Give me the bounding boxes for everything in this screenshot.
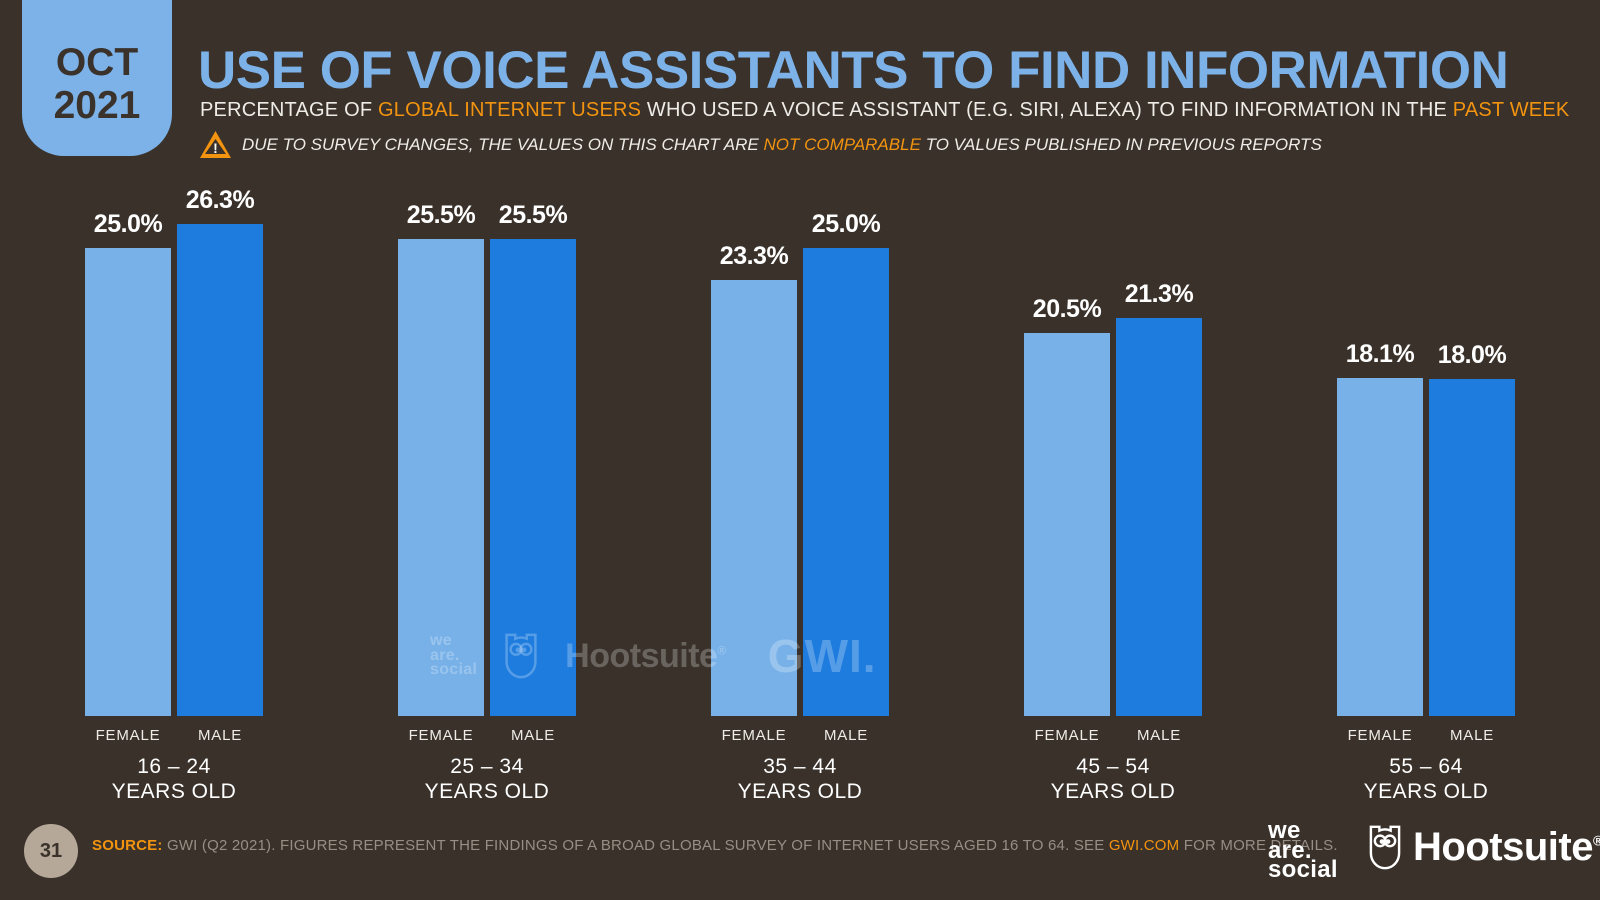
bar-value-label: 25.5% [406, 201, 476, 229]
series-label-male: MALE [510, 727, 556, 744]
series-label-female: FEMALE [95, 727, 161, 744]
series-label-male: MALE [197, 727, 243, 744]
warning-text: DUE TO SURVEY CHANGES, THE VALUES ON THI… [242, 134, 1322, 154]
series-label-female: FEMALE [721, 727, 787, 744]
source-note: SOURCE: GWI (Q2 2021). FIGURES REPRESENT… [92, 837, 1338, 854]
bar-value-label: 18.1% [1345, 340, 1415, 368]
subtitle-text: PERCENTAGE OF [200, 99, 379, 121]
bar-male-45–54 [1116, 318, 1202, 716]
badge-year: 2021 [53, 84, 141, 127]
page-title: USE OF VOICE ASSISTANTS TO FIND INFORMAT… [198, 41, 1509, 100]
bar-group-5: 18.1% FEMALE 18.0% MALE 55 – 64 YEARS OLD [1337, 340, 1515, 803]
bar-group-4: 20.5% FEMALE 21.3% MALE 45 – 54 YEARS OLD [1024, 280, 1202, 803]
bar-group-1: 25.0% FEMALE 26.3% MALE 16 – 24 YEARS OLD [85, 186, 263, 803]
bar-value-label: 25.0% [811, 210, 881, 238]
bar-value-label: 26.3% [185, 186, 255, 214]
bar-male-35–44 [803, 248, 889, 716]
subtitle-highlight: GLOBAL INTERNET USERS [378, 99, 642, 121]
date-badge: OCT 2021 [22, 0, 172, 156]
bar-female-16–24 [85, 248, 171, 716]
we-are-social-logo: we are. social [1268, 817, 1338, 883]
bar-group-3: 23.3% FEMALE 25.0% MALE 35 – 44 YEARS OLD [711, 210, 889, 803]
hootsuite-owl-icon [1369, 825, 1401, 870]
series-label-male: MALE [1449, 727, 1495, 744]
series-label-female: FEMALE [408, 727, 474, 744]
warning-note: ! DUE TO SURVEY CHANGES, THE VALUES ON T… [200, 131, 1322, 158]
bar-column-male: 25.5% MALE [490, 201, 576, 744]
bar-female-55–64 [1337, 378, 1423, 716]
hootsuite-logo: Hootsuite® [1366, 824, 1600, 871]
bar-column-female: 25.5% FEMALE [398, 201, 484, 744]
bar-column-male: 26.3% MALE [177, 186, 263, 744]
bar-value-label: 20.5% [1032, 295, 1102, 323]
bar-column-female: 23.3% FEMALE [711, 242, 797, 744]
subtitle-text: WHO USED A VOICE ASSISTANT (E.G. SIRI, A… [641, 99, 1453, 121]
bar-column-female: 18.1% FEMALE [1337, 340, 1423, 744]
bar-value-label: 21.3% [1124, 280, 1194, 308]
series-label-male: MALE [823, 727, 869, 744]
source-link: GWI.COM [1108, 837, 1180, 854]
subtitle-highlight: PAST WEEK [1452, 99, 1570, 121]
bar-value-label: 23.3% [719, 242, 789, 270]
bar-male-25–34 [490, 239, 576, 716]
bar-column-male: 21.3% MALE [1116, 280, 1202, 744]
series-label-female: FEMALE [1347, 727, 1413, 744]
warning-exclamation: ! [213, 140, 218, 156]
page-number-badge: 31 [24, 824, 78, 878]
bar-group-2: 25.5% FEMALE 25.5% MALE 25 – 34 YEARS OLD [398, 201, 576, 803]
bar-column-female: 25.0% FEMALE [85, 210, 171, 744]
series-label-female: FEMALE [1034, 727, 1100, 744]
page-subtitle: PERCENTAGE OF GLOBAL INTERNET USERS WHO … [200, 99, 1569, 122]
bar-male-16–24 [177, 224, 263, 716]
bar-column-female: 20.5% FEMALE [1024, 295, 1110, 744]
bar-value-label: 25.5% [498, 201, 568, 229]
category-label: 35 – 44 YEARS OLD [737, 755, 863, 803]
bar-column-male: 25.0% MALE [803, 210, 889, 744]
bar-female-35–44 [711, 280, 797, 716]
page-number: 31 [39, 839, 63, 862]
bar-column-male: 18.0% MALE [1429, 341, 1515, 744]
bar-value-label: 25.0% [93, 210, 163, 238]
badge-month: OCT [55, 41, 139, 84]
bar-value-label: 18.0% [1437, 341, 1507, 369]
series-label-male: MALE [1136, 727, 1182, 744]
bar-female-45–54 [1024, 333, 1110, 716]
category-label: 16 – 24 YEARS OLD [111, 755, 237, 803]
category-label: 45 – 54 YEARS OLD [1050, 755, 1176, 803]
category-label: 55 – 64 YEARS OLD [1363, 755, 1489, 803]
category-label: 25 – 34 YEARS OLD [424, 755, 550, 803]
bar-male-55–64 [1429, 379, 1515, 716]
warning-highlight: NOT COMPARABLE [763, 134, 921, 154]
hootsuite-wordmark: Hootsuite® [1413, 825, 1600, 869]
bar-female-25–34 [398, 239, 484, 716]
source-label: SOURCE: [92, 837, 163, 854]
